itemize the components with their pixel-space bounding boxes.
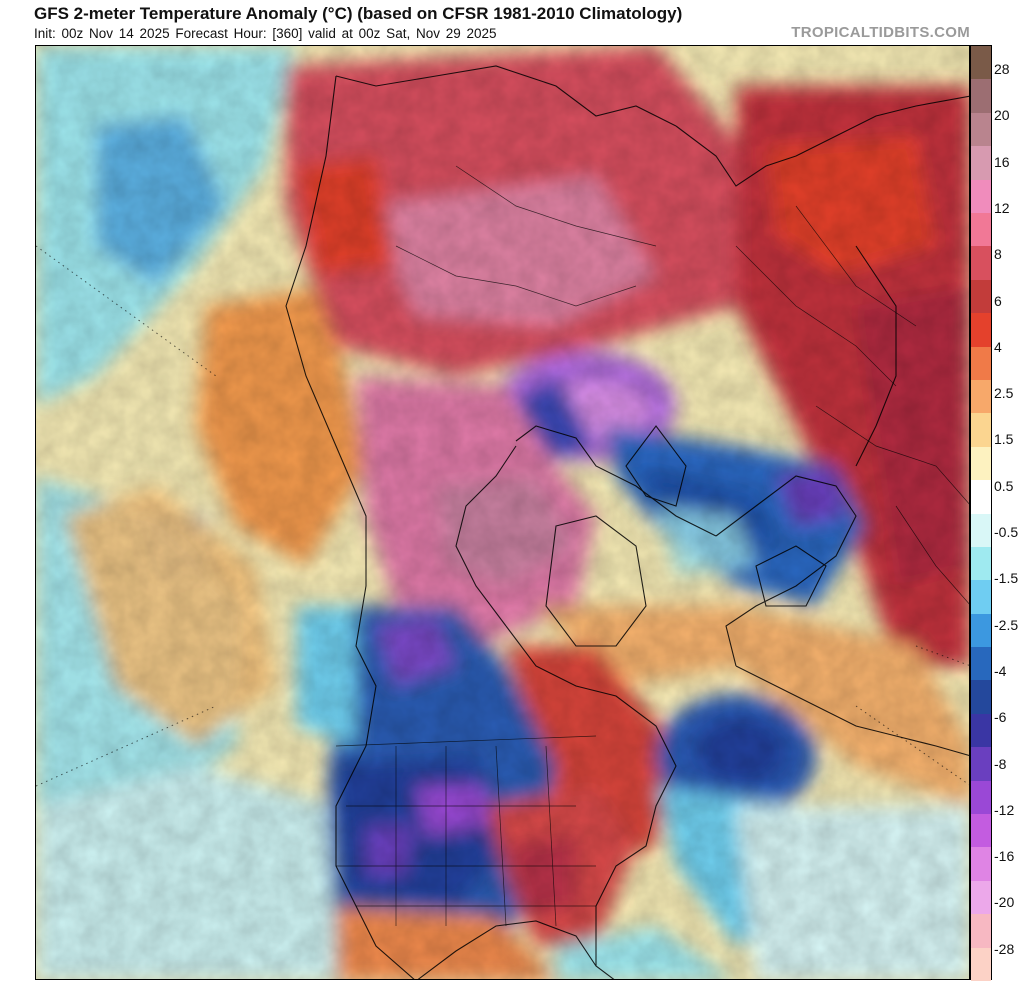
colorbar-swatch — [971, 647, 991, 681]
colorbar-swatch — [971, 814, 991, 848]
colorbar-labels: 28 20 16 12 8 6 4 2.5 1.5 0.5 -0.5 -1.5 -2.5 -4 -6 -8 -1… — [994, 45, 1024, 980]
colorbar-swatch — [971, 246, 991, 281]
colorbar-swatch — [971, 747, 991, 782]
forecast-info: Init: 00z Nov 14 2025 Forecast Hour: [36… — [34, 26, 497, 41]
colorbar-label: 28 — [994, 61, 1010, 77]
colorbar-label: 20 — [994, 107, 1010, 124]
colorbar-label: 0.5 — [994, 477, 1014, 494]
colorbar-swatch — [971, 546, 991, 581]
colorbar-swatch — [971, 413, 991, 448]
colorbar-swatch — [971, 713, 991, 748]
colorbar-swatch — [971, 46, 991, 80]
brand-watermark[interactable]: TROPICALTIDBITS.COM — [791, 24, 970, 41]
colorbar-label: 6 — [994, 292, 1002, 309]
colorbar-label: 1.5 — [994, 431, 1014, 448]
colorbar-swatch — [971, 947, 991, 982]
map-canvas — [36, 46, 969, 979]
colorbar-label: -4 — [994, 662, 1007, 679]
colorbar-swatch — [971, 680, 991, 715]
colorbar-swatch — [971, 212, 991, 247]
colorbar-label: -6 — [994, 709, 1007, 726]
texture-overlay — [36, 46, 969, 979]
colorbar-swatch — [971, 480, 991, 514]
colorbar-label: -28 — [994, 940, 1015, 957]
colorbar-swatch — [971, 513, 991, 548]
colorbar-label: -12 — [994, 801, 1015, 818]
colorbar-swatch — [971, 146, 991, 181]
colorbar-label: 4 — [994, 338, 1002, 355]
colorbar-label: 2.5 — [994, 385, 1014, 402]
coastlines — [285, 65, 969, 979]
colorbar-swatch — [971, 613, 991, 648]
colorbar-label: -20 — [994, 894, 1015, 911]
colorbar-swatch — [971, 179, 991, 214]
colorbar-label: -2.5 — [994, 616, 1019, 633]
colorbar-label: 8 — [994, 246, 1002, 263]
graticule — [36, 245, 969, 787]
chart-title: GFS 2-meter Temperature Anomaly (°C) (ba… — [34, 4, 683, 23]
colorbar-label: -1.5 — [994, 570, 1019, 587]
colorbar-swatch — [971, 313, 991, 348]
colorbar-swatch — [971, 112, 991, 147]
colorbar-swatch — [971, 346, 991, 381]
colorbar-swatch — [971, 279, 991, 314]
colorbar — [970, 45, 992, 982]
colorbar-swatch — [971, 914, 991, 949]
colorbar-swatch — [971, 880, 991, 915]
colorbar-label: -16 — [994, 848, 1015, 865]
colorbar-label: 12 — [994, 199, 1010, 216]
political-borders — [335, 165, 969, 927]
colorbar-swatch — [971, 780, 991, 815]
colorbar-swatch — [971, 580, 991, 615]
colorbar-label: -8 — [994, 755, 1007, 772]
anomaly-map[interactable] — [35, 45, 970, 980]
colorbar-swatch — [971, 379, 991, 414]
colorbar-swatch — [971, 847, 991, 882]
colorbar-label: -0.5 — [994, 524, 1019, 540]
colorbar-swatch — [971, 79, 991, 114]
colorbar-label: 16 — [994, 153, 1010, 170]
colorbar-swatch — [971, 446, 991, 481]
